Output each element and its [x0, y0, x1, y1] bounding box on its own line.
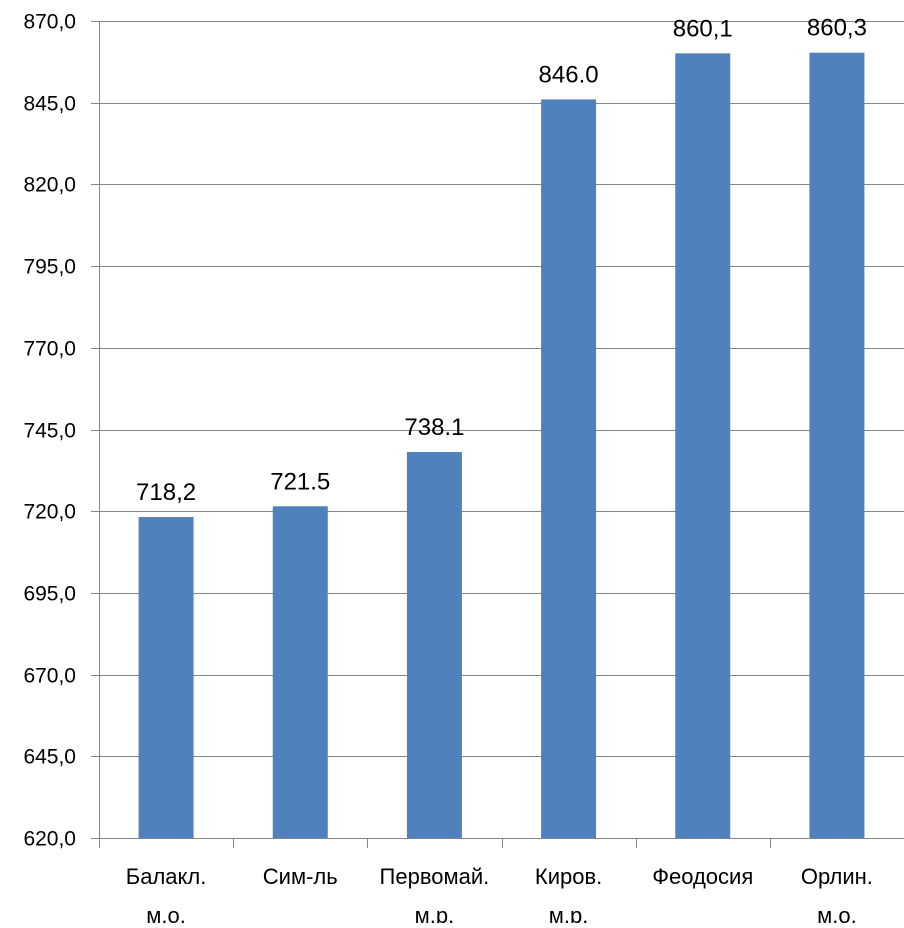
bar-4 — [675, 53, 730, 838]
bar-1 — [273, 506, 328, 838]
data-label-3: 846.0 — [539, 61, 599, 88]
bar-5 — [809, 53, 864, 838]
y-tick-label-5: 745,0 — [23, 420, 76, 443]
x-category-label-2-1: м.р. — [415, 903, 455, 923]
axis-layer — [100, 21, 904, 848]
y-tick-label-1: 645,0 — [23, 746, 76, 769]
bar-layer — [139, 53, 865, 838]
x-category-label-5-1: м.о. — [817, 903, 857, 923]
x-category-label-0-0: Балакл. — [126, 864, 207, 889]
x-category-label-3-0: Киров. — [535, 864, 602, 889]
y-tick-label-3: 695,0 — [23, 583, 76, 606]
y-tick-label-0: 620,0 — [23, 828, 76, 851]
bar-0 — [139, 517, 194, 838]
x-category-label-3-1: м.р. — [549, 903, 589, 923]
data-label-4: 860,1 — [673, 15, 733, 42]
y-tick-label-9: 845,0 — [23, 93, 76, 116]
y-tick-label-7: 795,0 — [23, 256, 76, 279]
data-label-2: 738.1 — [404, 414, 464, 441]
y-tick-label-2: 670,0 — [23, 665, 76, 688]
x-category-label-2-0: Первомай. — [380, 864, 490, 889]
data-label-5: 860,3 — [807, 15, 867, 42]
x-category-label-4-0: Феодосия — [652, 864, 753, 889]
y-tick-label-6: 770,0 — [23, 338, 76, 361]
y-tick-label-8: 820,0 — [23, 174, 76, 197]
grid-layer — [91, 22, 904, 839]
x-category-label-5-0: Орлин. — [801, 864, 873, 889]
bar-2 — [407, 452, 462, 838]
bar-3 — [541, 99, 596, 838]
y-tick-label-4: 720,0 — [23, 501, 76, 524]
data-label-1: 721.5 — [270, 468, 330, 495]
x-category-label-1-0: Сим-ль — [263, 864, 338, 889]
x-category-label-0-1: м.о. — [146, 903, 186, 923]
data-label-0: 718,2 — [136, 479, 196, 506]
y-tick-label-10: 870,0 — [23, 11, 76, 34]
